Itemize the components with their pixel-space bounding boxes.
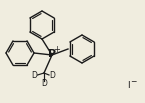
- Text: −: −: [130, 77, 136, 87]
- Text: P: P: [48, 49, 56, 59]
- Text: D: D: [49, 70, 55, 80]
- Text: +: +: [54, 45, 60, 54]
- Text: D: D: [41, 80, 47, 88]
- Text: I: I: [127, 81, 129, 90]
- Text: D: D: [31, 70, 37, 80]
